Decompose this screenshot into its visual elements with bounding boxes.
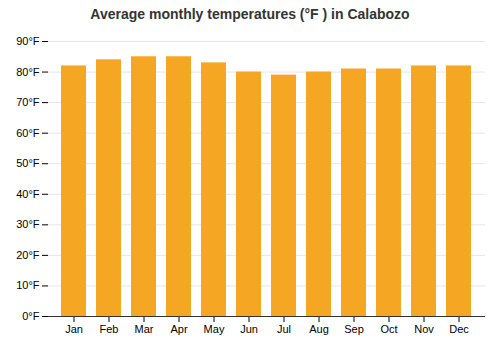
svg-text:Apr: Apr [170,323,187,335]
svg-text:Dec: Dec [449,323,469,335]
svg-text:May: May [204,323,225,335]
svg-text:Jul: Jul [277,323,291,335]
svg-text:0°F: 0°F [22,310,40,322]
svg-text:Feb: Feb [100,323,119,335]
svg-text:Jan: Jan [65,323,83,335]
svg-text:70°F: 70°F [16,96,40,108]
svg-text:Mar: Mar [135,323,154,335]
svg-text:40°F: 40°F [16,188,40,200]
svg-text:90°F: 90°F [16,35,40,47]
svg-text:Aug: Aug [309,323,329,335]
svg-text:60°F: 60°F [16,127,40,139]
svg-text:10°F: 10°F [16,279,40,291]
svg-text:Oct: Oct [380,323,397,335]
svg-text:50°F: 50°F [16,157,40,169]
svg-text:30°F: 30°F [16,218,40,230]
svg-text:Sep: Sep [344,323,364,335]
svg-text:20°F: 20°F [16,249,40,261]
svg-text:Nov: Nov [414,323,434,335]
html-text:Average monthly temperatures (: Average monthly temperatures (°F ) in Ca… [90,6,410,22]
svg-text:Jun: Jun [240,323,258,335]
svg-text:80°F: 80°F [16,66,40,78]
